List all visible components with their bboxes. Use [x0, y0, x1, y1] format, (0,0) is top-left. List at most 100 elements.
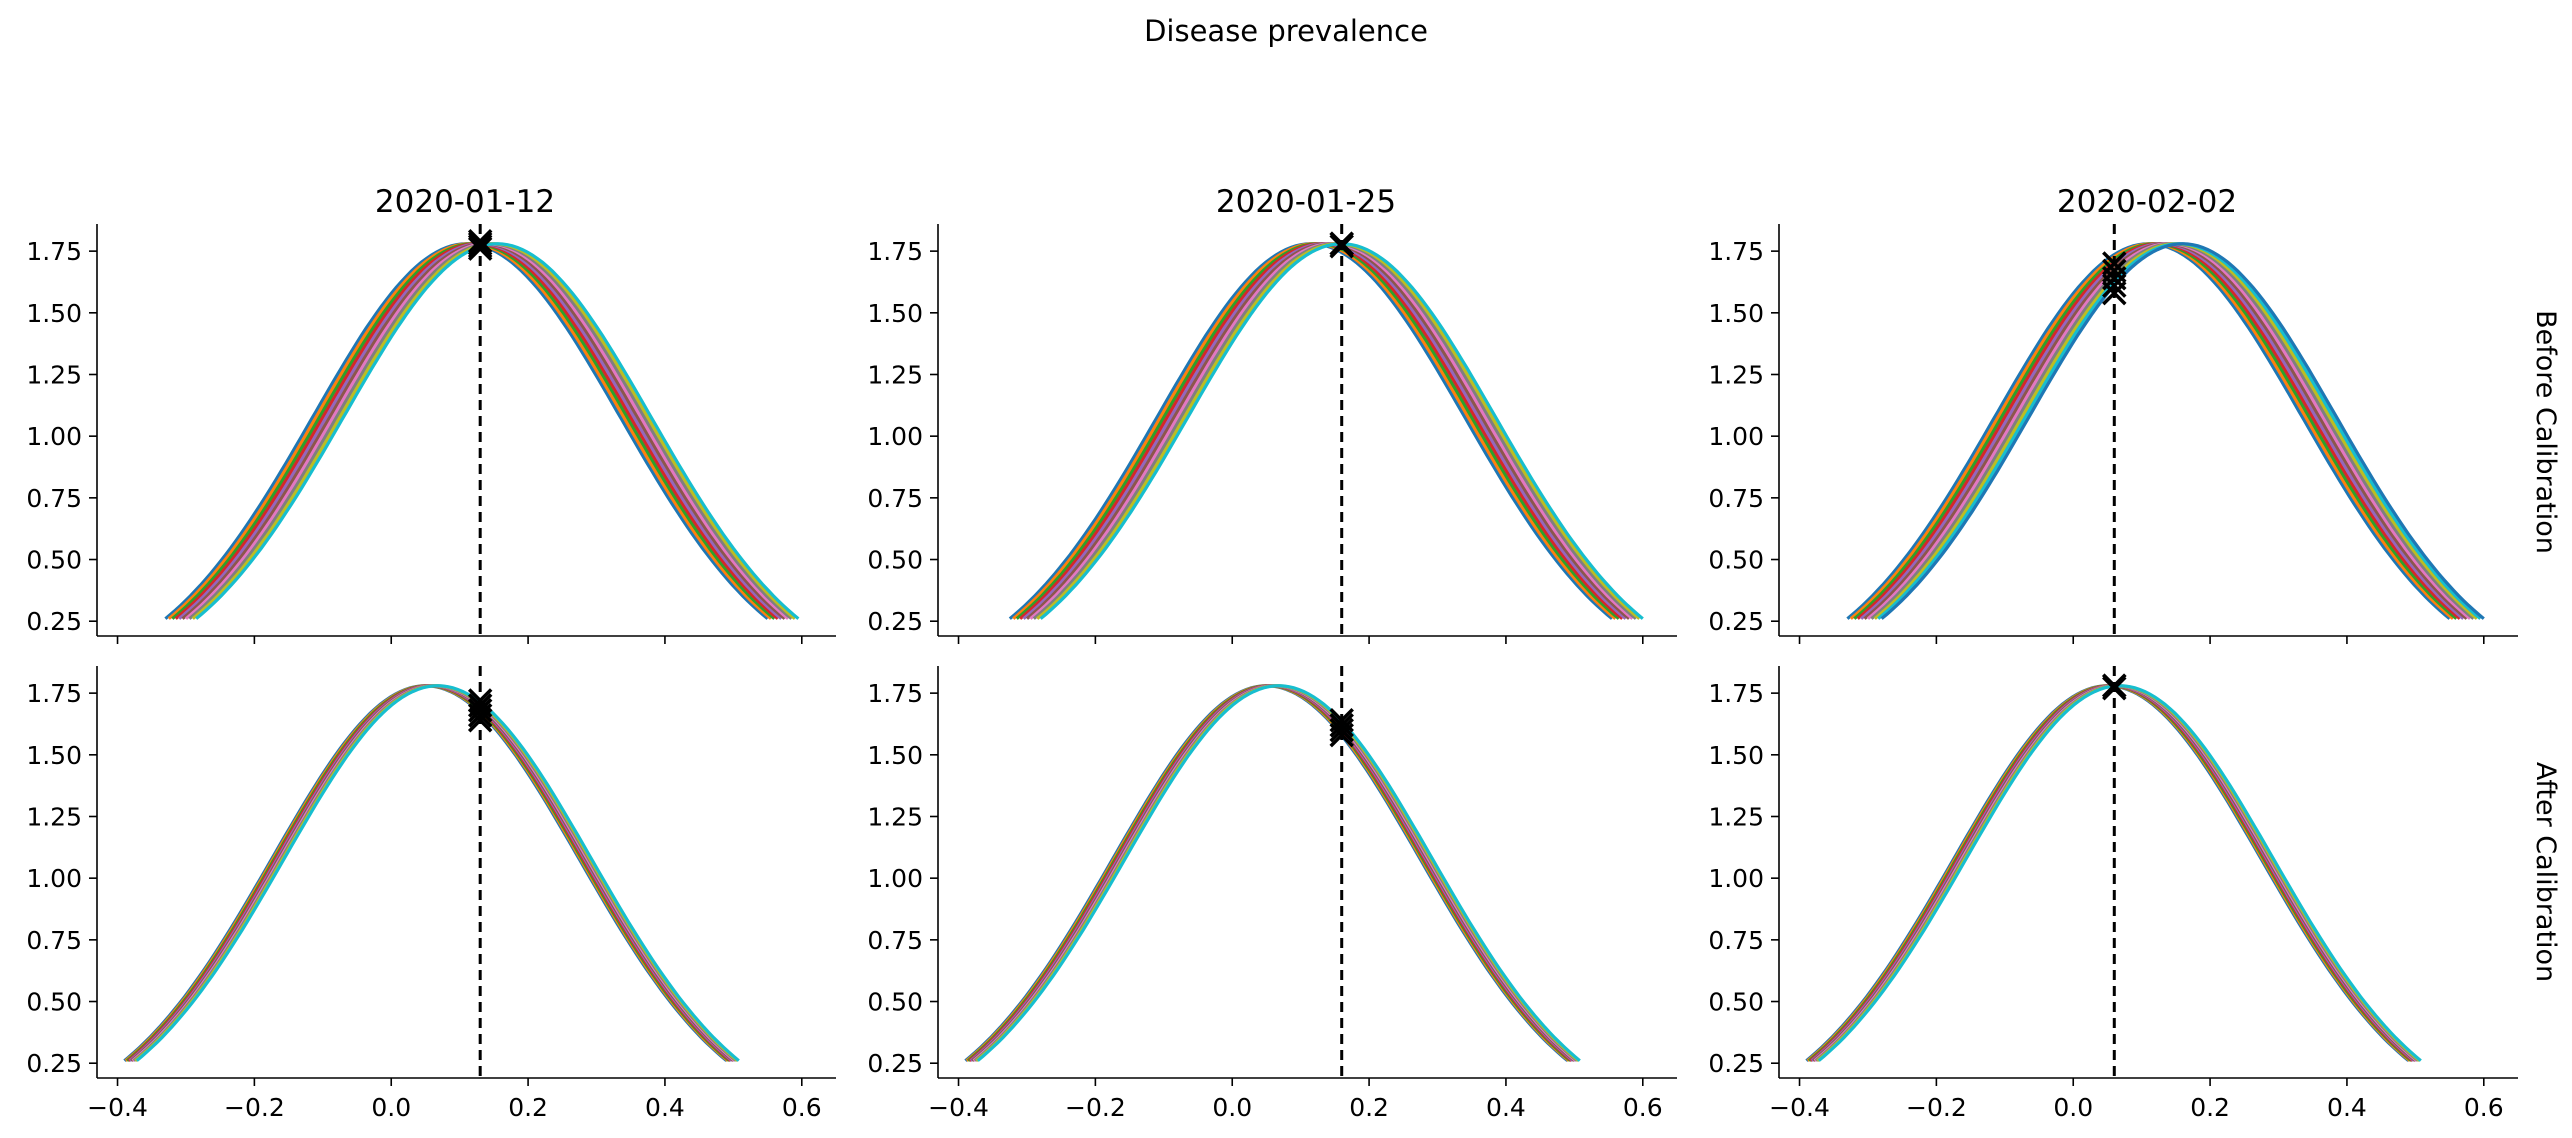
y-tick-label: 1.50: [867, 741, 923, 770]
observation-marker: [1329, 233, 1354, 259]
row-label-before: Before Calibration: [2530, 310, 2561, 554]
chart-panel: 0.25 0.50 0.75 1.00 1.25 1.50 1.75 −0.4 −0.2 0.0 0…: [26, 666, 836, 1122]
y-tick-label: 1.75: [1708, 679, 1764, 708]
y-tick-label: 0.75: [867, 926, 923, 955]
x-tick-label: 0.4: [1486, 1093, 1526, 1122]
x-tick-label: 0.0: [2053, 1093, 2093, 1122]
y-tick-label: 1.25: [26, 360, 82, 389]
observation-marker: [467, 236, 493, 261]
series-line: [191, 242, 796, 620]
series-line: [134, 684, 739, 1062]
y-tick-label: 0.75: [1708, 926, 1764, 955]
series-line: [1866, 242, 2472, 620]
series-line: [964, 684, 1569, 1062]
x-tick-label: −0.2: [1906, 1093, 1967, 1122]
chart-panel: 0.25 0.50 0.75 1.00 1.25 1.50 1.75: [1708, 224, 2518, 644]
y-tick-label: 0.25: [1708, 607, 1764, 636]
series-line: [1809, 684, 2414, 1062]
series-line: [181, 242, 786, 620]
y-tick-label: 1.00: [26, 422, 82, 451]
series-line: [969, 684, 1575, 1062]
series-line: [1814, 684, 2420, 1062]
series-line: [1863, 242, 2468, 620]
series-line: [973, 684, 1579, 1062]
series-line: [1880, 242, 2485, 620]
chart-panel: 0.25 0.50 0.75 1.00 1.25 1.50 1.75: [867, 224, 1677, 644]
observation-marker: [1329, 717, 1354, 743]
observation-marker: [2102, 280, 2127, 306]
y-tick-label: 1.75: [1708, 237, 1764, 266]
x-tick-label: −0.4: [87, 1093, 148, 1122]
series-line: [1860, 242, 2465, 620]
x-tick-label: −0.4: [1769, 1093, 1830, 1122]
figure-title: Disease prevalence: [1144, 14, 1428, 48]
observation-marker: [467, 708, 493, 733]
series-line: [174, 242, 779, 620]
series-line: [972, 684, 1577, 1062]
observation-marker: [1329, 712, 1354, 738]
series-line: [195, 242, 800, 620]
x-tick-label: 0.4: [2327, 1093, 2367, 1122]
series-line: [126, 684, 731, 1062]
y-tick-label: 1.00: [867, 422, 923, 451]
series-line: [131, 684, 736, 1062]
chart-panel: 0.25 0.50 0.75 1.00 1.25 1.50 1.75 −0.4 −0.2 0.0 0…: [1708, 666, 2518, 1122]
x-tick-label: −0.2: [1065, 1093, 1126, 1122]
series-line: [1019, 242, 1624, 620]
series-line: [1806, 684, 2411, 1062]
series-line: [1877, 242, 2482, 620]
y-tick-label: 1.50: [867, 299, 923, 328]
series-line: [1816, 684, 2421, 1062]
y-tick-label: 0.50: [867, 988, 923, 1017]
x-tick-label: 0.4: [645, 1093, 685, 1122]
row-label-after: After Calibration: [2530, 762, 2561, 982]
series-line: [184, 242, 790, 620]
x-tick-label: 0.6: [2464, 1093, 2504, 1122]
chart-panel: 0.25 0.50 0.75 1.00 1.25 1.50 1.75 −0.4 −0.2 0.0 0…: [867, 666, 1677, 1122]
series-line: [124, 684, 729, 1062]
y-tick-label: 0.50: [26, 546, 82, 575]
series-line: [1853, 242, 2458, 620]
y-tick-label: 0.25: [867, 607, 923, 636]
x-tick-label: −0.4: [928, 1093, 989, 1122]
series-line: [188, 242, 793, 620]
observation-marker: [467, 703, 493, 728]
y-tick-label: 1.50: [1708, 741, 1764, 770]
series-line: [1008, 242, 1614, 620]
series-line: [1870, 242, 2475, 620]
y-tick-label: 1.50: [26, 299, 82, 328]
series-line: [1856, 242, 2461, 620]
series-line: [1025, 242, 1631, 620]
y-tick-label: 1.00: [867, 864, 923, 893]
y-tick-label: 1.00: [1708, 864, 1764, 893]
series-line: [132, 684, 738, 1062]
series-line: [1036, 242, 1641, 620]
y-tick-label: 0.50: [1708, 546, 1764, 575]
x-tick-label: 0.2: [1349, 1093, 1389, 1122]
y-tick-label: 1.75: [26, 237, 82, 266]
observation-marker: [2102, 675, 2127, 701]
y-tick-label: 1.50: [26, 741, 82, 770]
y-tick-label: 1.75: [867, 679, 923, 708]
series-line: [967, 684, 1572, 1062]
series-line: [1032, 242, 1637, 620]
x-tick-label: −0.2: [224, 1093, 285, 1122]
x-tick-label: 0.2: [508, 1093, 548, 1122]
x-tick-label: 0.6: [782, 1093, 822, 1122]
series-line: [976, 684, 1581, 1062]
series-line: [127, 684, 732, 1062]
x-tick-label: 0.6: [1623, 1093, 1663, 1122]
y-tick-label: 1.75: [26, 679, 82, 708]
y-tick-label: 0.25: [1708, 1049, 1764, 1078]
column-title-2: 2020-01-25: [1216, 184, 1396, 220]
x-tick-label: 0.2: [2190, 1093, 2230, 1122]
y-tick-label: 1.25: [1708, 360, 1764, 389]
y-tick-label: 1.25: [867, 360, 923, 389]
y-tick-label: 1.00: [26, 864, 82, 893]
y-tick-label: 0.25: [26, 1049, 82, 1078]
series-line: [1817, 684, 2422, 1062]
y-tick-label: 1.25: [867, 802, 923, 831]
y-tick-label: 0.25: [867, 1049, 923, 1078]
y-tick-label: 0.50: [1708, 988, 1764, 1017]
